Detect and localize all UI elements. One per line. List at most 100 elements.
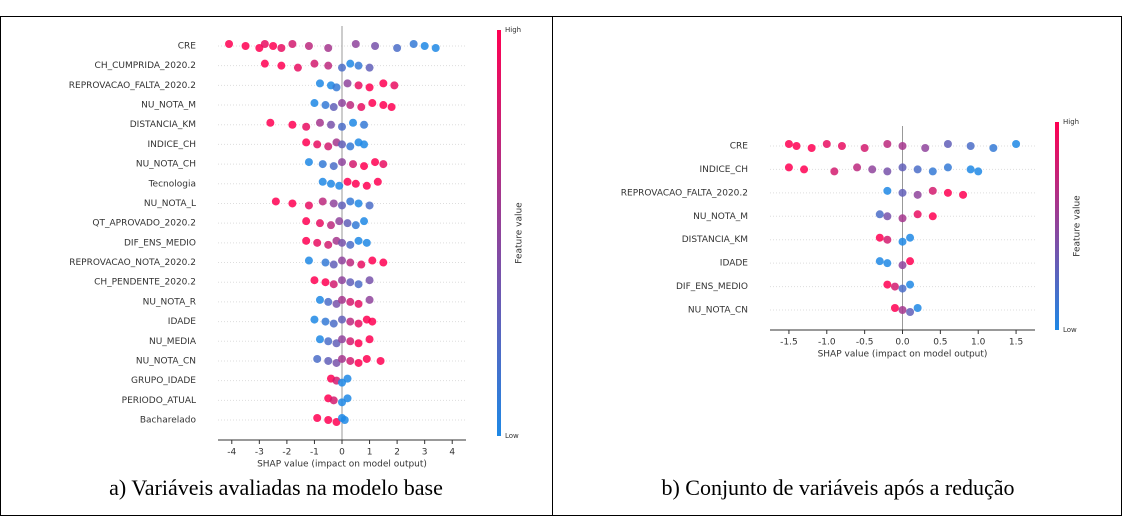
shap-dot	[376, 356, 385, 365]
shap-dot	[315, 79, 324, 88]
shap-dot	[304, 256, 313, 265]
feature-label: Bacharelado	[140, 416, 197, 426]
shap-dot	[883, 167, 892, 176]
shap-dot	[346, 197, 355, 206]
colorbar-label: Feature value	[515, 202, 525, 264]
shap-dot	[324, 240, 333, 249]
shap-dot	[371, 158, 380, 167]
shap-dot	[354, 236, 363, 245]
shap-dot	[313, 238, 322, 247]
shap-dot	[310, 99, 319, 108]
shap-dot	[875, 210, 884, 219]
shap-dot	[928, 212, 937, 221]
shap-dot	[898, 214, 907, 223]
shap-dot	[365, 335, 374, 344]
shap-dot	[338, 276, 346, 285]
shap-dot	[875, 257, 884, 266]
shap-dot	[318, 197, 327, 206]
x-tick-label: 4	[449, 448, 455, 458]
shap-dot	[898, 237, 907, 246]
feature-label: CRE	[178, 42, 197, 52]
shap-dot	[338, 99, 346, 108]
shap-dot	[310, 59, 319, 68]
feature-label: NU_NOTA_CN	[688, 306, 748, 316]
shap-dot	[255, 44, 264, 52]
shap-dot	[1012, 140, 1021, 148]
feature-label: NU_NOTA_R	[143, 297, 196, 307]
shap-dot	[318, 160, 327, 169]
feature-label: REPROVACAO_NOTA_2020.2	[69, 258, 196, 268]
shap-dot	[365, 276, 374, 285]
shap-dot	[365, 83, 374, 92]
shap-dot	[315, 219, 324, 228]
shap-dot	[943, 163, 952, 172]
shap-dot	[335, 181, 344, 190]
shap-dot	[315, 118, 324, 127]
shap-dot	[883, 212, 892, 221]
shap-dot	[277, 44, 286, 52]
shap-dot	[324, 61, 333, 70]
x-tick-label: 3	[422, 448, 428, 458]
shap-dot	[304, 158, 313, 167]
shap-dot	[784, 140, 793, 148]
shap-dot	[338, 140, 346, 149]
shap-dot	[338, 238, 346, 247]
shap-dot	[409, 40, 418, 48]
shap-dot	[362, 354, 371, 363]
shap-dot	[332, 339, 341, 348]
shap-dot	[343, 219, 352, 228]
shap-dot	[822, 140, 831, 148]
shap-dot	[351, 179, 360, 188]
colorbar	[1055, 122, 1059, 330]
shap-dot	[354, 299, 363, 308]
feature-label: IDADE	[720, 259, 749, 269]
x-tick-label: 1.5	[1009, 338, 1023, 348]
shap-dot	[354, 199, 363, 208]
shap-dot	[373, 177, 382, 186]
shap-dot	[906, 257, 915, 266]
feature-label: NU_NOTA_L	[144, 199, 196, 209]
shap-dot	[260, 40, 269, 48]
shap-dot	[338, 201, 346, 210]
shap-dot	[365, 201, 374, 210]
shap-dot	[346, 278, 355, 287]
colorbar-high: High	[505, 26, 521, 34]
shap-dot	[346, 258, 355, 267]
shap-dot	[360, 140, 369, 149]
shap-dot	[293, 63, 302, 72]
feature-label: INDICE_CH	[700, 165, 749, 175]
shap-dot	[800, 165, 809, 174]
shap-dot	[913, 210, 922, 219]
shap-dot	[890, 282, 899, 291]
shap-dot	[357, 260, 366, 269]
shap-dot	[288, 120, 297, 129]
shap-dot	[338, 398, 346, 407]
shap-dot	[379, 101, 388, 110]
shap-dot	[875, 233, 884, 242]
x-axis-label: SHAP value (impact on model output)	[257, 460, 427, 470]
shap-dot	[324, 337, 333, 346]
shap-dot	[332, 358, 341, 367]
caption: a) Variáveis avaliadas na modelo base	[109, 475, 443, 500]
shap-dot	[837, 142, 846, 150]
shap-dot	[343, 79, 352, 88]
shap-dot	[883, 235, 892, 244]
x-tick-label: -1.5	[780, 338, 798, 348]
shap-dot	[310, 276, 319, 285]
shap-dot	[346, 337, 355, 346]
shap-dot	[868, 165, 877, 174]
shap-dot	[898, 142, 907, 150]
shap-dot	[966, 165, 975, 174]
shap-dot	[324, 44, 333, 52]
feature-label: REPROVACAO_FALTA_2020.2	[69, 81, 196, 91]
shap-dot	[329, 319, 338, 328]
feature-label: CH_CUMPRIDA_2020.2	[95, 61, 196, 71]
shap-dot	[354, 339, 363, 348]
x-tick-label: -4	[227, 448, 236, 458]
shap-dot	[379, 79, 388, 88]
shap-dot	[343, 394, 352, 403]
shap-dot	[354, 61, 363, 70]
x-tick-label: 1	[367, 448, 373, 458]
shap-dot	[943, 140, 952, 148]
shap-dot	[346, 101, 355, 110]
